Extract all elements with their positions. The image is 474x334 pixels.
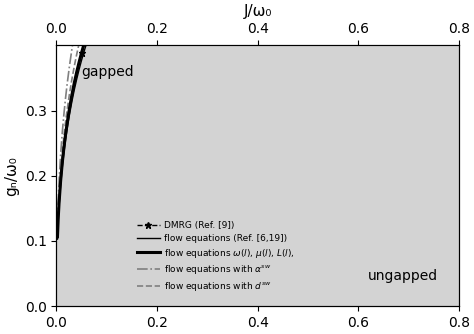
Legend: DMRG (Ref. [9]), flow equations (Ref. [6,19]), flow equations $\omega(l)$, $\mu(: DMRG (Ref. [9]), flow equations (Ref. [6… [133,218,299,296]
Y-axis label: gₙ/ω₀: gₙ/ω₀ [4,156,19,196]
Text: ungapped: ungapped [368,269,438,283]
Text: gapped: gapped [82,65,134,79]
X-axis label: J/ω₀: J/ω₀ [243,4,272,19]
